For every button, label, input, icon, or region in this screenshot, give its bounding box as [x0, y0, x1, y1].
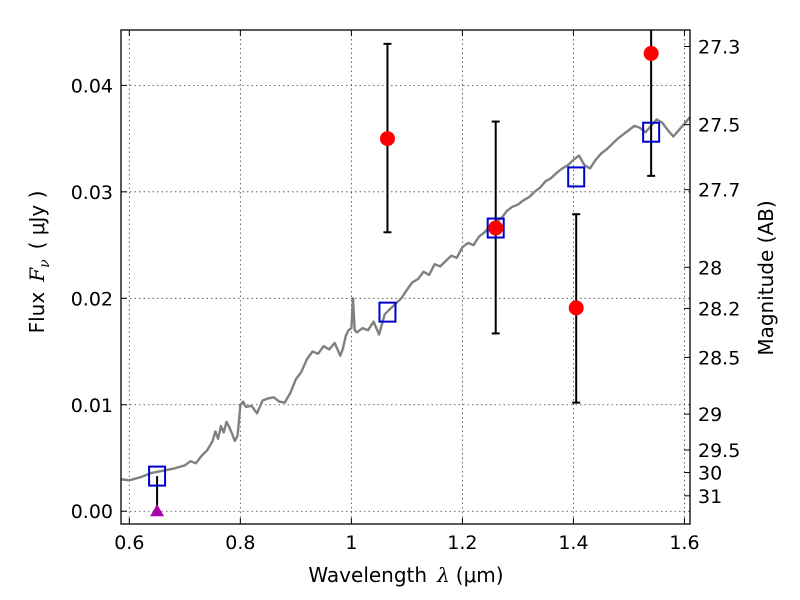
- magnitude-tick-label: 29: [698, 404, 722, 426]
- plot-frame: [120, 29, 691, 525]
- x-tick-label: 1.2: [447, 532, 477, 554]
- x-tick-label: 1.6: [669, 532, 699, 554]
- magnitude-tick-label: 28.5: [698, 347, 740, 369]
- y-tick-label: 0.02: [71, 288, 113, 310]
- x-tick-label: 0.6: [114, 532, 144, 554]
- x-tick-label: 0.8: [225, 532, 255, 554]
- x-tick-label: 1.4: [558, 532, 588, 554]
- upper-limit-series: [150, 504, 165, 517]
- x-axis-ticks: 0.6 0.8 1 1.2 1.4 1.6: [114, 30, 700, 554]
- magnitude-tick-label: 27.5: [698, 115, 740, 137]
- magnitude-tick-label: 31: [698, 486, 722, 508]
- model-photometry-square: [148, 465, 167, 487]
- magnitude-tick-label: 27.3: [698, 37, 740, 59]
- y-tick-label: 0.03: [71, 182, 113, 204]
- x-axis-label: Wavelength λ (μm): [308, 563, 503, 587]
- y-tick-label: 0.00: [71, 501, 113, 523]
- error-bars: [156, 30, 656, 512]
- magnitude-tick-label: 28: [698, 257, 722, 279]
- observed-point: [568, 300, 584, 316]
- magnitude-tick-label: 28.2: [698, 298, 740, 320]
- upper-limit-marker: [150, 504, 165, 517]
- magnitude-tick-label: 27.7: [698, 180, 740, 202]
- model-photometry-square: [567, 166, 586, 188]
- model-photometry-square: [378, 301, 397, 323]
- magnitude-tick-label: 30: [698, 463, 722, 485]
- observed-detections-series: [379, 45, 659, 316]
- magnitude-axis-label: Magnitude (AB): [754, 200, 778, 355]
- y-axis-ticks: 0.00 0.01 0.02 0.03 0.04: [71, 75, 127, 523]
- magnitude-tick-label: 29.5: [698, 440, 740, 462]
- spectrum-line: [120, 116, 691, 482]
- spectrum-series: [120, 116, 691, 482]
- observed-point: [379, 131, 395, 147]
- x-tick-label: 1: [345, 532, 357, 554]
- model-photometry-square: [486, 217, 505, 239]
- model-photometry-series: [148, 121, 661, 487]
- y-axis-label: FluxFν( μJy ): [25, 191, 53, 334]
- grid: [121, 30, 690, 524]
- y-tick-label: 0.04: [71, 75, 113, 97]
- y-tick-label: 0.01: [71, 395, 113, 417]
- observed-point: [643, 45, 659, 61]
- model-photometry-square: [642, 121, 661, 143]
- observed-point: [488, 220, 504, 236]
